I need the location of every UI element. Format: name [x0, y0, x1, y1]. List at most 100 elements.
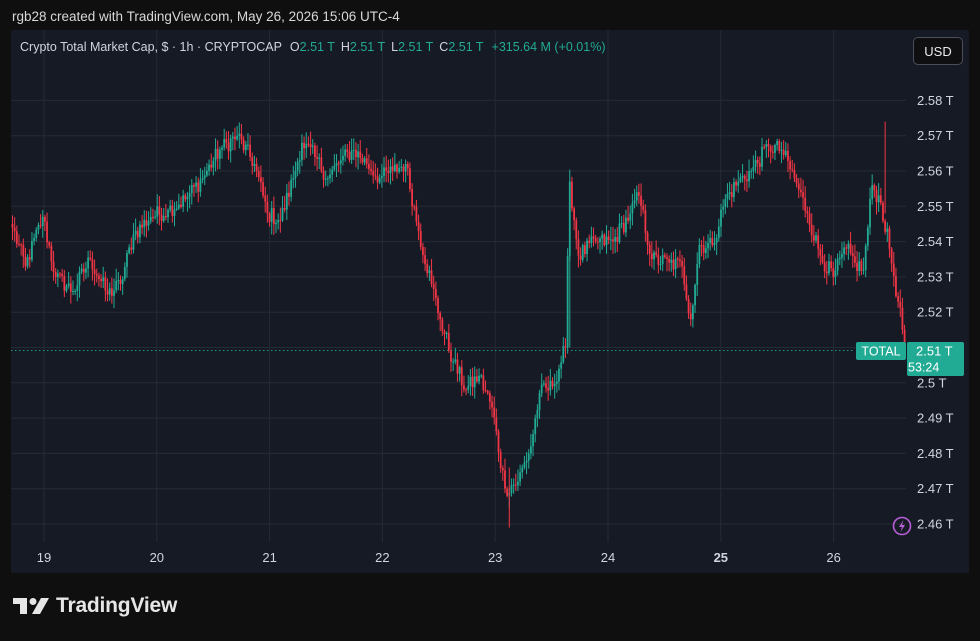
time-axis-label: 19 — [37, 550, 51, 565]
candle-body — [406, 163, 409, 169]
candles — [11, 121, 906, 528]
candle-body — [203, 175, 206, 179]
currency-button[interactable]: USD — [913, 37, 963, 65]
candle-body — [607, 236, 610, 240]
candle-body — [272, 208, 275, 225]
candle-body — [391, 166, 394, 171]
candle-body — [18, 243, 20, 245]
candle-body — [700, 245, 703, 247]
candle-body — [147, 221, 150, 226]
candle-body — [750, 171, 753, 172]
candle-body — [596, 241, 599, 243]
candle-body — [234, 136, 236, 140]
candle-body — [802, 192, 804, 198]
candle-body — [277, 220, 280, 223]
candle-body — [184, 195, 187, 200]
candle-body — [281, 207, 284, 221]
candle-body — [134, 230, 137, 235]
candle-body — [67, 283, 70, 287]
candle-body — [121, 279, 124, 284]
candle-body — [238, 133, 241, 136]
candle-body — [33, 237, 35, 242]
candle-body — [193, 185, 195, 187]
candle-body — [450, 350, 452, 362]
candle-body — [499, 452, 502, 469]
candle-body — [743, 175, 746, 180]
candle-body — [110, 288, 113, 296]
candle-body — [882, 202, 884, 221]
legend-open-label: O — [289, 40, 300, 54]
candle-body — [895, 276, 897, 297]
candle-body — [387, 170, 390, 174]
time-axis[interactable]: 19 20 21 22 23 24 25 26 — [37, 550, 841, 565]
candle-body — [359, 151, 362, 158]
candle-body — [586, 240, 588, 255]
candle-body — [666, 257, 668, 259]
candle-body — [575, 220, 578, 240]
candle-body — [726, 193, 729, 200]
candle-body — [711, 237, 714, 246]
candle-body — [717, 226, 720, 238]
candle-body — [31, 241, 33, 260]
candle-body — [625, 217, 627, 233]
candle-body — [702, 245, 705, 253]
candle-body — [318, 157, 321, 159]
price-axis-label: 2.46 T — [917, 517, 954, 532]
candle-body — [80, 268, 83, 272]
candle-body — [152, 216, 154, 218]
candle-body — [525, 460, 528, 463]
candle-body — [761, 146, 763, 167]
candle-body — [707, 242, 709, 249]
candle-body — [886, 228, 889, 232]
candle-body — [445, 332, 448, 334]
candle-body — [746, 179, 748, 182]
time-axis-label: 25 — [714, 550, 728, 565]
price-axis[interactable]: 2.46 T 2.47 T 2.48 T 2.49 T 2.5 T 2.51 T 2.52 … — [917, 93, 954, 532]
candle-body — [339, 160, 342, 164]
candle-body — [884, 220, 887, 232]
candlestick-chart[interactable]: 2.46 T 2.47 T 2.48 T 2.49 T 2.5 T 2.51 T 2.52 … — [11, 30, 969, 573]
candle-body — [106, 290, 109, 295]
candle-body — [430, 270, 433, 284]
candle-body — [424, 255, 426, 265]
candle-body — [292, 178, 295, 180]
candle-body — [851, 253, 854, 257]
candle-body — [37, 225, 40, 230]
candle-body — [69, 283, 72, 292]
candle-body — [285, 192, 288, 210]
candle-body — [588, 240, 591, 244]
candle-body — [85, 268, 87, 273]
candle-body — [242, 139, 245, 151]
candle-body — [24, 256, 27, 267]
candle-body — [676, 258, 679, 260]
candle-body — [650, 253, 653, 260]
price-axis-label: 2.57 T — [917, 128, 954, 143]
chart-panel[interactable]: 2.46 T 2.47 T 2.48 T 2.49 T 2.5 T 2.51 T 2.52 … — [11, 30, 969, 573]
candle-body — [739, 177, 742, 182]
candle-body — [609, 239, 612, 241]
candle-body — [63, 276, 66, 291]
candle-body — [11, 223, 14, 228]
candle-body — [752, 166, 755, 171]
candle-body — [201, 178, 204, 180]
candle-body — [413, 206, 416, 208]
candle-body — [836, 259, 839, 271]
time-axis-label: 23 — [488, 550, 502, 565]
candle-body — [251, 157, 254, 166]
candle-body — [149, 216, 152, 222]
candle-body — [566, 256, 569, 348]
candle-body — [486, 391, 489, 393]
candle-body — [128, 247, 131, 254]
candle-body — [432, 283, 435, 290]
candle-body — [59, 273, 61, 275]
candle-body — [454, 359, 457, 362]
candle-body — [294, 170, 297, 179]
candle-body — [560, 362, 563, 369]
candle-body — [655, 252, 658, 255]
candle-body — [20, 244, 23, 246]
lightning-icon[interactable] — [892, 516, 912, 536]
candle-body — [696, 264, 699, 285]
candle-body — [324, 178, 327, 180]
candle-body — [145, 219, 148, 226]
price-axis-label: 2.53 T — [917, 269, 954, 284]
